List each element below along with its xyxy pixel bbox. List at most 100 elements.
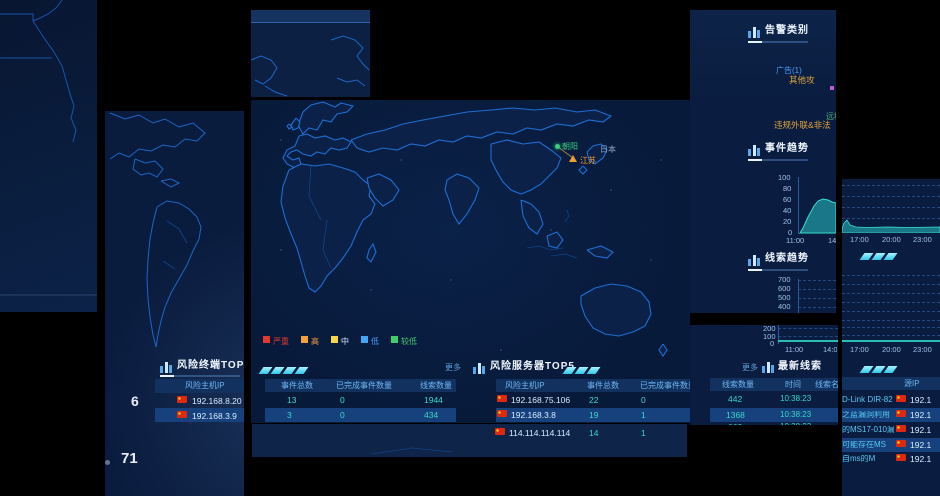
x-tick: 20:00	[882, 235, 901, 244]
cell-ip: 192.168.3.8	[511, 410, 556, 420]
risk-server-title: 风险服务器TOP5	[490, 361, 575, 372]
cell-ip: 192.1	[910, 425, 932, 435]
cell-clue-name: 可能存在MS	[842, 441, 886, 449]
panel-icon	[748, 255, 762, 266]
gridline	[842, 327, 940, 328]
pie-label-ad: 广告(1)	[776, 66, 802, 75]
y-tick: 40	[783, 206, 792, 215]
globe-dot	[105, 460, 110, 465]
table-header-band	[710, 378, 838, 391]
col-done: 已完成事件数量	[640, 381, 690, 390]
china-flag-icon	[896, 425, 906, 432]
gridline	[842, 320, 940, 321]
gridline	[778, 328, 838, 329]
legend-label: 中	[341, 337, 349, 346]
pie-label-remote: 远程	[826, 112, 836, 121]
col-done: 已完成事件数量	[336, 381, 392, 390]
cell-time: 10:38:23	[780, 410, 812, 419]
map-north-america-west	[0, 0, 97, 296]
cell-events: 13	[287, 395, 297, 405]
cell-clue-count: 1368	[726, 410, 745, 420]
latest-clues-title: 最新线索	[778, 361, 822, 372]
window-map-strip-left	[0, 0, 97, 312]
cell-events: 19	[589, 410, 599, 420]
cell-time: 10:38:23	[780, 394, 812, 403]
x-tick: 11:00	[785, 345, 804, 354]
col-clue-name: 线索名称	[815, 380, 838, 389]
legend-label: 较低	[401, 337, 417, 346]
cell-done: 1	[641, 410, 646, 420]
china-flag-icon	[497, 395, 507, 402]
cell-ip: 192.1	[910, 440, 932, 450]
gridline	[842, 185, 940, 186]
x-tick: 17:00	[850, 235, 869, 244]
window-map-strip-center: 6 71 风险终端TOP5 风险主机IP 192.168.8.20 192.16…	[105, 111, 244, 496]
table-row-band	[265, 408, 456, 422]
header-underline	[748, 159, 808, 161]
cell-clue-count: 663	[728, 423, 742, 425]
map-arctic	[251, 35, 370, 97]
gridline	[842, 218, 940, 219]
table-header-band	[155, 379, 244, 393]
gridline	[842, 196, 940, 197]
y-tick: 300	[778, 312, 791, 313]
cell-ip: 192.1	[910, 410, 932, 420]
map-marker-chaoyang[interactable]	[555, 144, 560, 149]
globe-stat-6: 6	[131, 393, 139, 409]
gridline	[798, 298, 836, 299]
clue-trend-title: 线索趋势	[765, 253, 809, 264]
x-tick: 23:00	[913, 345, 932, 354]
gridline	[798, 280, 836, 281]
china-flag-icon	[177, 396, 187, 403]
terminal-row-ip: 192.168.8.20	[192, 396, 242, 406]
y-tick: 100	[763, 332, 776, 341]
event-trend-title: 事件趋势	[765, 143, 809, 154]
y-tick: 0	[788, 228, 793, 237]
cell-clue-name: 的MS17-010漏	[842, 426, 894, 434]
gridline	[842, 302, 940, 303]
gridline	[842, 335, 940, 336]
y-tick: 500	[778, 293, 791, 302]
window-below-main: 114.114.114.114 14 1	[252, 424, 687, 457]
pie-label-dot	[830, 86, 834, 90]
gridline	[842, 275, 940, 276]
legend-swatch-lower	[391, 336, 398, 343]
cell-clue-count: 442	[728, 394, 743, 404]
map-marker-label: 江苏	[580, 156, 596, 165]
panel-icon	[748, 145, 762, 156]
y-tick: 600	[778, 284, 791, 293]
gridline	[798, 289, 836, 290]
col-time: 时间	[785, 380, 801, 389]
header-underline	[748, 41, 808, 43]
cell-clue-name: 自ms的M	[842, 455, 876, 463]
gridline	[842, 311, 940, 312]
y-axis	[798, 177, 799, 234]
y-tick: 100	[778, 173, 791, 182]
risk-terminal-title: 风险终端TOP5	[177, 360, 244, 371]
gridline	[842, 284, 940, 285]
y-tick: 0	[770, 339, 775, 348]
map-marker-label: 朝阳	[562, 142, 578, 151]
terminal-row-ip: 192.168.3.9	[192, 411, 237, 421]
table-row-band	[496, 408, 690, 422]
panel-icon	[473, 363, 487, 374]
window-latest-clues: 17:00 20:00 23:00 源IP D-Link DIR-82 192.…	[842, 325, 940, 496]
gridline	[842, 293, 940, 294]
table-row-band	[842, 438, 940, 452]
col-events: 事件总数	[587, 381, 619, 390]
cell-ip: 114.114.114.114	[509, 428, 571, 438]
map-marker-jiangsu[interactable]	[569, 155, 577, 162]
clue-trend-line	[778, 340, 838, 342]
risk-terminal-more-link[interactable]: 更多	[445, 363, 461, 372]
x-tick: 11:00	[786, 236, 805, 245]
slashes-decoration	[258, 367, 309, 374]
y-tick: 60	[783, 195, 792, 204]
cell-ip: 192.1	[910, 395, 932, 405]
cell-events: 3	[287, 410, 292, 420]
risk-server-more-link[interactable]: 更多	[742, 363, 758, 372]
y-axis	[778, 325, 779, 344]
y-axis	[798, 279, 799, 313]
pie-label-violation: 违规外联&非法	[774, 120, 831, 130]
cell-done: 0	[340, 410, 345, 420]
cell-done: 0	[340, 395, 345, 405]
